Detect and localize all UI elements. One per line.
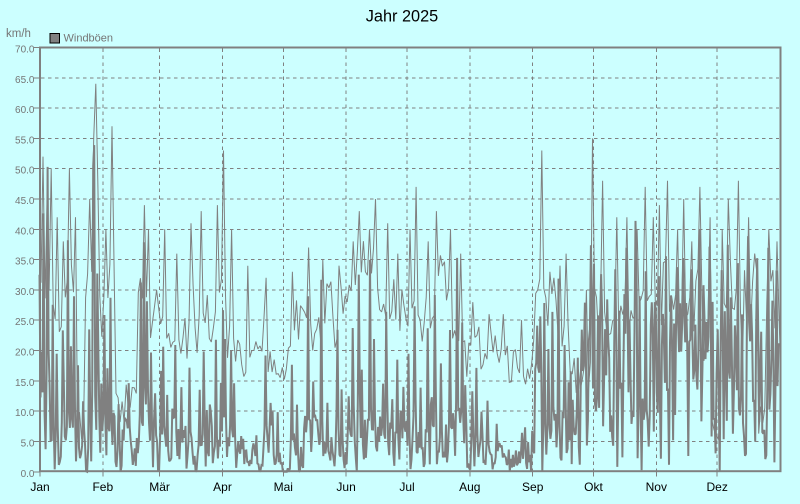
svg-text:Nov: Nov bbox=[646, 480, 667, 494]
svg-text:45.0: 45.0 bbox=[15, 196, 35, 207]
svg-text:35.0: 35.0 bbox=[15, 257, 35, 268]
svg-text:25.0: 25.0 bbox=[15, 317, 35, 328]
svg-text:Apr: Apr bbox=[213, 480, 232, 494]
svg-text:Feb: Feb bbox=[92, 480, 113, 494]
svg-text:55.0: 55.0 bbox=[15, 135, 35, 146]
svg-text:70.0: 70.0 bbox=[15, 45, 35, 56]
svg-text:Jan: Jan bbox=[30, 480, 49, 494]
svg-text:Okt: Okt bbox=[584, 480, 603, 494]
svg-text:50.0: 50.0 bbox=[15, 166, 35, 177]
svg-text:Jul: Jul bbox=[399, 480, 414, 494]
svg-text:Sep: Sep bbox=[522, 480, 544, 494]
svg-text:km/h: km/h bbox=[6, 28, 31, 40]
svg-text:15.0: 15.0 bbox=[15, 378, 35, 389]
svg-text:Jahr 2025: Jahr 2025 bbox=[366, 8, 438, 26]
svg-text:60.0: 60.0 bbox=[15, 105, 35, 116]
svg-text:65.0: 65.0 bbox=[15, 75, 35, 86]
svg-text:Mär: Mär bbox=[149, 480, 170, 494]
svg-text:Windböen: Windböen bbox=[64, 33, 114, 45]
svg-text:Dez: Dez bbox=[707, 480, 728, 494]
svg-text:40.0: 40.0 bbox=[15, 226, 35, 237]
svg-text:Aug: Aug bbox=[459, 480, 480, 494]
svg-text:30.0: 30.0 bbox=[15, 287, 35, 298]
svg-text:5.0: 5.0 bbox=[21, 439, 35, 450]
svg-text:0.0: 0.0 bbox=[21, 469, 35, 480]
svg-text:Mai: Mai bbox=[274, 480, 293, 494]
svg-text:Jun: Jun bbox=[336, 480, 355, 494]
svg-text:20.0: 20.0 bbox=[15, 348, 35, 359]
svg-text:10.0: 10.0 bbox=[15, 408, 35, 419]
